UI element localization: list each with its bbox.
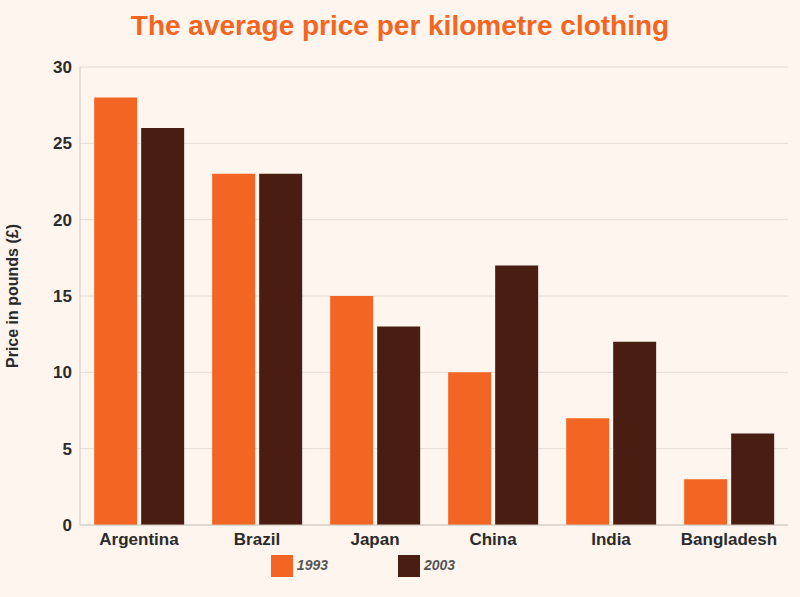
svg-text:25: 25 bbox=[53, 134, 72, 153]
svg-text:30: 30 bbox=[53, 58, 72, 77]
svg-text:0: 0 bbox=[63, 516, 72, 535]
svg-text:20: 20 bbox=[53, 211, 72, 230]
svg-text:Argentina: Argentina bbox=[99, 530, 179, 549]
html-text:The average price per kilometr: The average price per kilometre clothing bbox=[130, 10, 670, 41]
svg-text:India: India bbox=[591, 530, 631, 549]
svg-text:Bangladesh: Bangladesh bbox=[681, 530, 777, 549]
svg-text:15: 15 bbox=[53, 287, 72, 306]
html-text:2003: 2003 bbox=[424, 557, 456, 574]
svg-text:5: 5 bbox=[63, 440, 72, 459]
svg-text:Price in pounds (£): Price in pounds (£) bbox=[4, 224, 21, 368]
svg-text:10: 10 bbox=[53, 363, 72, 382]
html-text:1993: 1993 bbox=[296, 557, 328, 574]
svg-text:China: China bbox=[469, 530, 517, 549]
svg-text:Japan: Japan bbox=[350, 530, 399, 549]
svg-text:Brazil: Brazil bbox=[234, 530, 280, 549]
